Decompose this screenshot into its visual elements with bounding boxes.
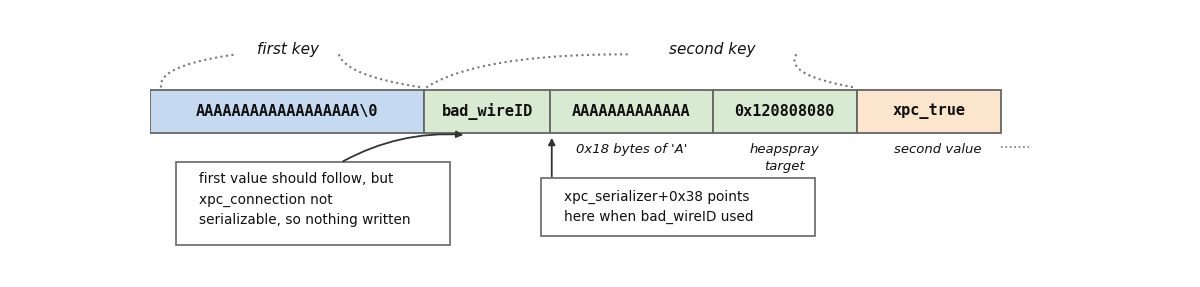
Text: AAAAAAAAAAAAAAAAAA\0: AAAAAAAAAAAAAAAAAA\0 <box>196 104 378 119</box>
FancyBboxPatch shape <box>176 162 450 245</box>
Text: 0x120808080: 0x120808080 <box>734 104 835 119</box>
FancyBboxPatch shape <box>550 90 713 133</box>
Text: second key: second key <box>670 42 756 57</box>
FancyBboxPatch shape <box>425 90 550 133</box>
Text: bad_wireID: bad_wireID <box>442 103 533 120</box>
Text: first value should follow, but
xpc_connection not
serializable, so nothing writt: first value should follow, but xpc_conne… <box>199 172 410 227</box>
FancyBboxPatch shape <box>713 90 857 133</box>
FancyBboxPatch shape <box>857 90 1001 133</box>
Text: second value: second value <box>894 143 982 156</box>
Text: xpc_true: xpc_true <box>893 104 965 119</box>
Text: 0x18 bytes of 'A': 0x18 bytes of 'A' <box>576 143 686 156</box>
FancyBboxPatch shape <box>150 90 425 133</box>
Text: AAAAAAAAAAAAA: AAAAAAAAAAAAA <box>572 104 690 119</box>
FancyBboxPatch shape <box>540 178 815 236</box>
Text: first key: first key <box>257 42 319 57</box>
Text: xpc_serializer+0x38 points
here when bad_wireID used: xpc_serializer+0x38 points here when bad… <box>564 189 754 224</box>
Text: heapspray
target: heapspray target <box>750 143 820 173</box>
